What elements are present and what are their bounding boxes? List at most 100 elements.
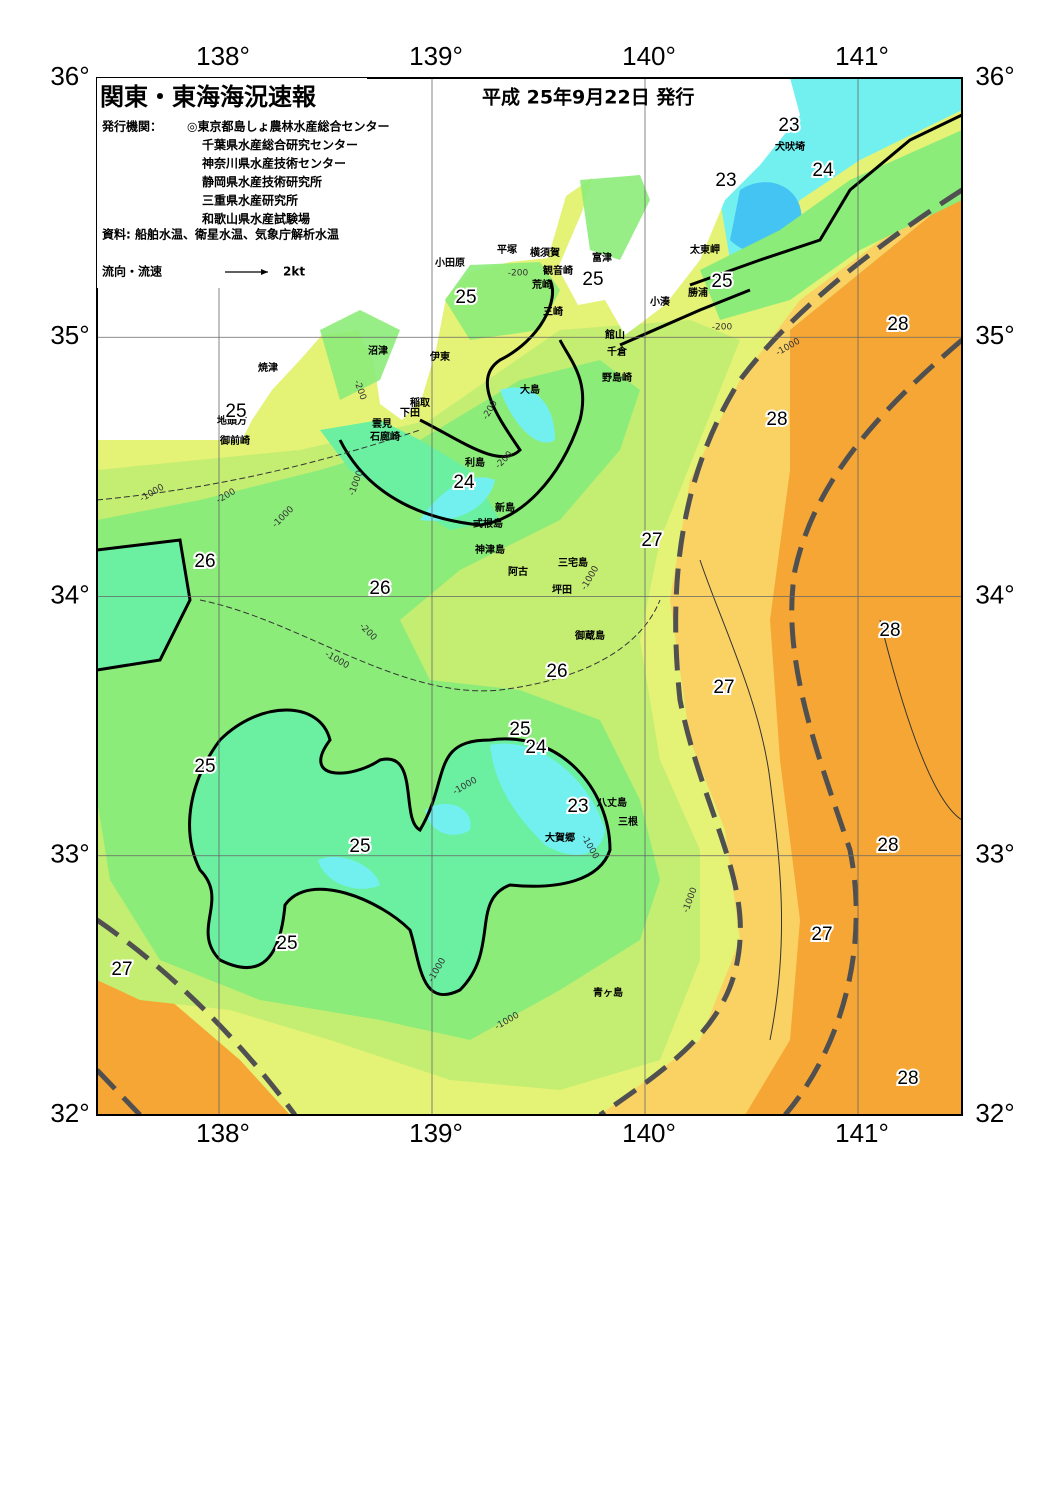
sea-cyan-oshima (500, 387, 555, 443)
depth-label: -200 (508, 269, 529, 279)
latitude-label-left: 32° (50, 1098, 89, 1128)
temperature-label: 28 (877, 835, 898, 856)
temperature-label: 24 (525, 737, 547, 758)
isotherm-28 (879, 619, 962, 821)
legend-label: 流向・流速 (102, 264, 162, 279)
longitude-label-bottom: 138° (196, 1118, 250, 1148)
place-name: 地頭方 (217, 414, 247, 427)
header-panel (97, 78, 367, 288)
sea-cyan-s3 (318, 856, 380, 889)
kuroshio-north (598, 187, 962, 1115)
isotherm-25 (188, 708, 612, 997)
place-name: 雲見 (372, 418, 392, 430)
place-name: 観音崎 (543, 264, 573, 277)
place-name: 青ヶ島 (593, 986, 623, 999)
latitude-label-right: 33° (975, 839, 1014, 869)
isotherm-27 (699, 559, 783, 1041)
longitude-label-top: 138° (196, 41, 250, 71)
sea-cyan-izu (420, 477, 495, 521)
temperature-label: 27 (811, 924, 832, 945)
place-name: 神津島 (475, 543, 505, 556)
place-name: 三崎 (543, 305, 563, 318)
place-name: 犬吠埼 (775, 140, 805, 153)
place-name: 太東岬 (689, 243, 720, 256)
place-name: 稲取 (410, 396, 431, 409)
temperature-label: 25 (582, 269, 603, 290)
issuer-label: 発行機関： (101, 119, 162, 134)
temperature-label: 27 (111, 959, 132, 980)
temperature-label: 25 (276, 933, 297, 954)
place-name: 富津 (592, 251, 612, 264)
latitude-label-left: 35° (50, 320, 89, 350)
isotherm-24n (419, 279, 555, 459)
isotherm-25n (338, 339, 585, 527)
issuer: 静岡県水産技術研究所 (202, 174, 322, 189)
place-name: 小湊 (649, 295, 671, 308)
legend-arrowhead (261, 269, 268, 275)
temperature-label: 25 (509, 719, 530, 740)
kuroshio-west (97, 917, 298, 1115)
sea-orange (745, 190, 962, 1115)
issuer: 神奈川県水産技術センター (202, 156, 346, 171)
isotherms-minor (97, 429, 962, 1041)
sea-mint-w (97, 540, 190, 670)
issuer: ◎東京都島しょ農林水産総合センター (187, 119, 389, 134)
issue-date: 平成 25年9月22日 発行 (482, 86, 694, 109)
temperature-label: 28 (766, 409, 787, 430)
place-name: 大島 (520, 383, 540, 396)
sea-green-ne (700, 130, 962, 320)
temperature-label: 23 (778, 115, 799, 136)
latitude-label-right: 35° (975, 320, 1014, 350)
sea-cyan-s (490, 743, 605, 855)
temperature-label: 26 (369, 578, 390, 599)
longitude-label-top: 141° (835, 41, 889, 71)
longitude-label-top: 140° (622, 41, 676, 71)
temperature-label: 25 (194, 756, 215, 777)
place-name: 八丈島 (596, 796, 627, 809)
place-name: 野島崎 (602, 371, 632, 384)
isotherm-24ne (689, 113, 962, 287)
legend-scale: 2kt (283, 265, 305, 279)
temperature-label: 25 (455, 287, 476, 308)
longitude-label-bottom: 139° (409, 1118, 463, 1148)
temperature-label: 26 (194, 551, 215, 572)
kuroshio-south (783, 338, 962, 1115)
place-name: 千倉 (607, 345, 628, 358)
temperature-label: 23 (715, 170, 736, 191)
sea-cyan-s2 (425, 803, 471, 835)
issuer: 三重県水産研究所 (202, 193, 298, 208)
temperature-label: 25 (349, 836, 370, 857)
place-name: 利島 (465, 456, 485, 469)
place-name: 大賀郷 (545, 831, 575, 844)
latitude-label-right: 34° (975, 579, 1014, 609)
place-name: 横須賀 (530, 246, 560, 259)
isotherm-26s (199, 599, 661, 692)
isotherm-26n (97, 429, 421, 501)
latitude-label-right: 32° (975, 1098, 1014, 1128)
temperature-label: 27 (713, 677, 734, 698)
temperature-label: 26 (546, 661, 567, 682)
temperature-label: 24 (453, 472, 475, 493)
place-name: 新島 (495, 501, 515, 514)
place-name: 焼津 (258, 361, 278, 374)
latitude-label-left: 33° (50, 839, 89, 869)
place-name: 小田原 (434, 256, 465, 269)
coastal-data (320, 175, 650, 400)
place-name: 御蔵島 (574, 629, 605, 642)
place-name: 下田 (400, 407, 420, 419)
kuroshio-axes (97, 187, 962, 1115)
place-name: 御前崎 (219, 434, 250, 447)
temperature-label: 28 (887, 314, 908, 335)
place-name: 館山 (604, 328, 625, 341)
isotherms-major (97, 113, 962, 997)
place-name: 石廊崎 (369, 430, 400, 443)
place-name: 三根 (618, 815, 638, 828)
longitude-label-top: 139° (409, 41, 463, 71)
place-name: 沼津 (368, 344, 388, 357)
issuer: 和歌山県水産試験場 (201, 211, 310, 226)
depth-label: -200 (712, 323, 733, 333)
temperature-label: 25 (225, 401, 246, 422)
latitude-label-left: 34° (50, 579, 89, 609)
